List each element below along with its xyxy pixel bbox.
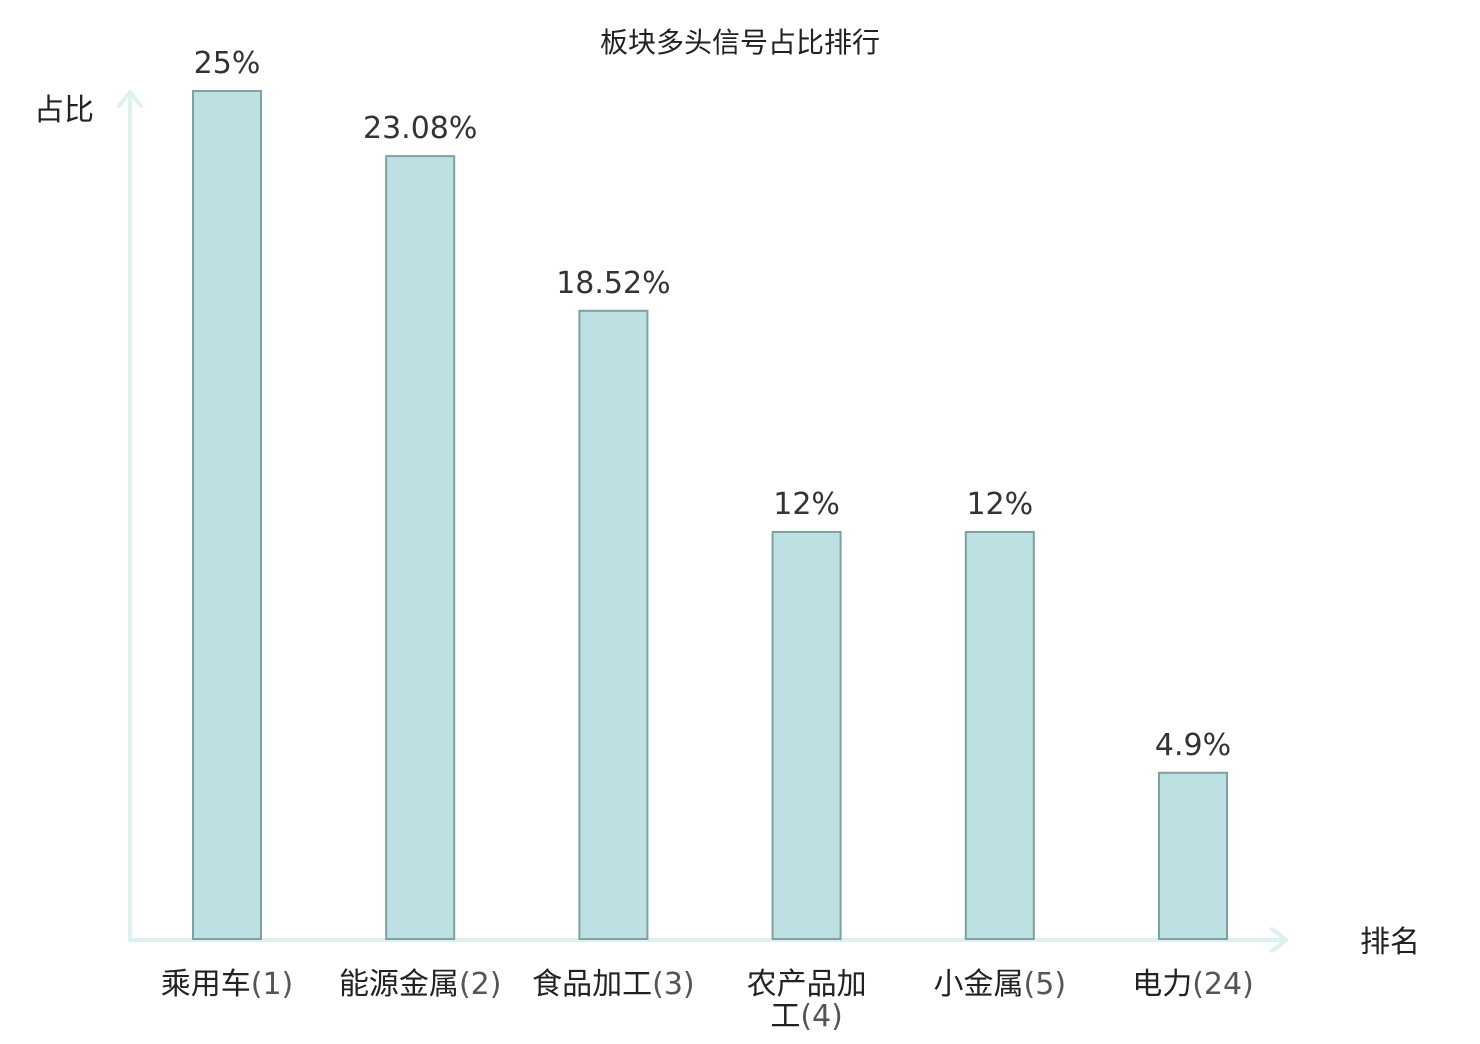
x-tick-label-rank: (24) — [1192, 967, 1254, 1002]
x-tick-label-name: 小金属 — [934, 967, 1024, 1002]
x-tick-label: 小金属(5) — [934, 967, 1067, 1002]
x-tick-label-name: 能源金属 — [339, 967, 459, 1002]
bar-series — [192, 90, 1228, 941]
x-tick-label: 食品加工(3) — [532, 967, 695, 1002]
x-tick-label-rank: (2) — [459, 967, 502, 1002]
x-tick-label-name: 电力 — [1132, 967, 1192, 1002]
x-axis: 排名 — [128, 925, 1420, 960]
bar-value-label: 12% — [773, 487, 840, 522]
x-tick-label-rank: (4) — [800, 999, 843, 1034]
bar — [964, 531, 1035, 940]
x-axis-arrow-icon — [1270, 927, 1288, 953]
value-labels: 25% 23.08% 18.52% 12% 12% 4.9% — [194, 46, 1231, 763]
y-axis-title: 占比 — [34, 93, 94, 128]
bar-value-label: 12% — [966, 487, 1033, 522]
bar — [192, 90, 262, 940]
x-tick-label: 电力(24) — [1132, 967, 1254, 1002]
x-tick-label: 乘用车(1) — [161, 967, 294, 1002]
x-tick-label: 能源金属(2) — [339, 967, 502, 1002]
bar — [578, 309, 649, 940]
x-tick-label-name: 工 — [770, 999, 800, 1034]
bar-value-label: 18.52% — [556, 266, 670, 301]
x-tick-label-name: 乘用车 — [161, 967, 251, 1002]
category-labels: 乘用车(1) 能源金属(2) 食品加工(3) 农产品加工(4) 小金属(5) 电力(24) — [161, 967, 1254, 1034]
x-tick-label-rank: (5) — [1024, 967, 1067, 1002]
bar-value-label: 23.08% — [363, 111, 477, 146]
x-tick-label-name: 食品加工 — [532, 967, 652, 1002]
bar — [385, 155, 456, 941]
x-tick-label-name: 农产品加 — [747, 967, 867, 1002]
y-axis: 占比 — [34, 90, 143, 942]
x-tick-label-rank: (3) — [652, 967, 695, 1002]
bar — [771, 531, 842, 940]
chart-title: 板块多头信号占比排行 — [600, 26, 880, 59]
y-axis-arrow-icon — [117, 90, 143, 108]
x-tick-label: 农产品加工(4) — [747, 967, 867, 1034]
bar-value-label: 25% — [194, 46, 261, 81]
x-tick-label-rank: (1) — [251, 967, 294, 1002]
bar-value-label: 4.9% — [1155, 728, 1231, 763]
x-axis-title: 排名 — [1360, 925, 1420, 960]
bar — [1158, 771, 1228, 940]
